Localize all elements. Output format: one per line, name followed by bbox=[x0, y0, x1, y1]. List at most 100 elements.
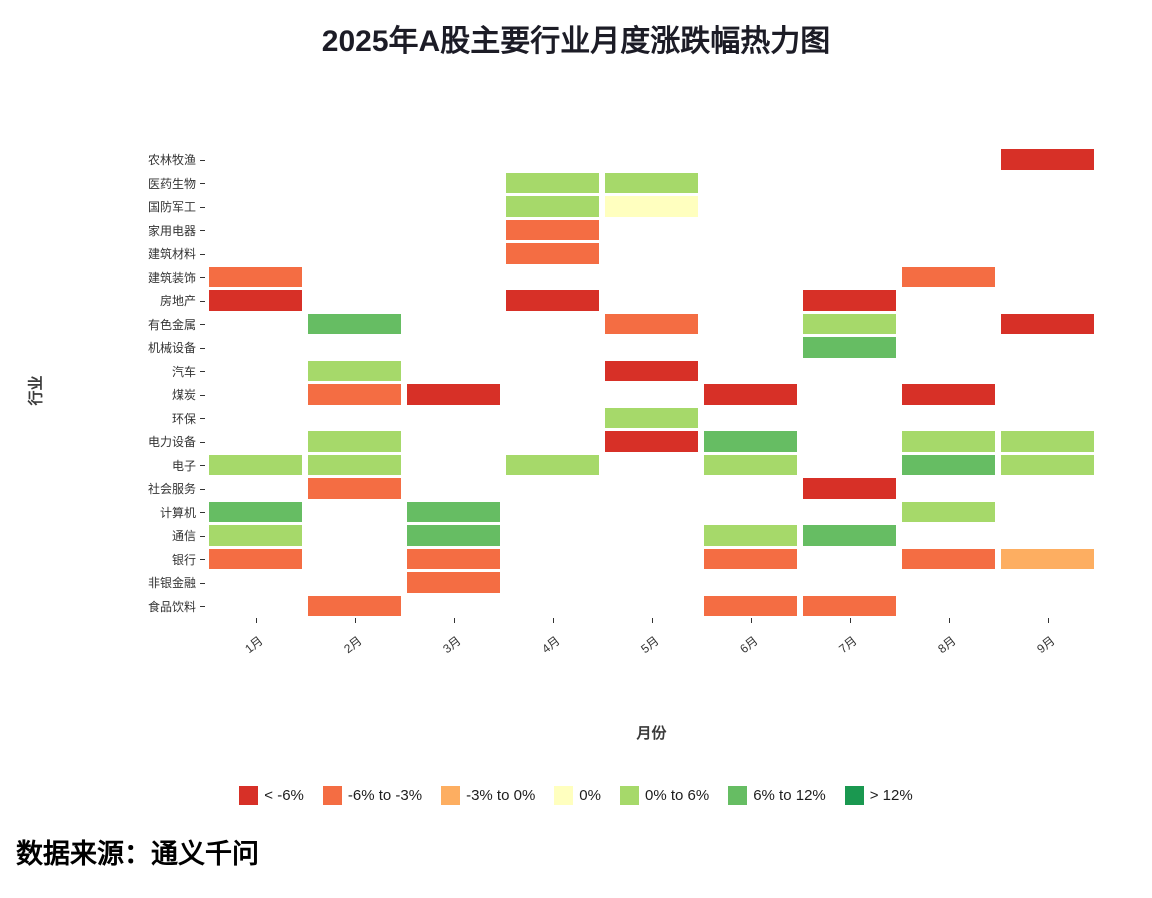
heatmap-cell-fill bbox=[803, 478, 896, 499]
legend-item[interactable]: -6% to -3% bbox=[322, 786, 422, 805]
heatmap-cell[interactable] bbox=[899, 383, 998, 407]
heatmap-cell bbox=[305, 501, 404, 525]
heatmap-cell[interactable] bbox=[998, 148, 1097, 172]
heatmap-cell[interactable] bbox=[305, 477, 404, 501]
heatmap-cell[interactable] bbox=[800, 289, 899, 313]
y-axis-tick bbox=[200, 230, 205, 232]
x-axis-title: 月份 bbox=[636, 725, 667, 742]
heatmap-cell bbox=[503, 430, 602, 454]
heatmap-cell[interactable] bbox=[404, 524, 503, 548]
heatmap-cell[interactable] bbox=[602, 313, 701, 337]
heatmap-cell[interactable] bbox=[800, 336, 899, 360]
heatmap-cell bbox=[602, 289, 701, 313]
heatmap-cell[interactable] bbox=[206, 501, 305, 525]
heatmap-cell[interactable] bbox=[503, 289, 602, 313]
heatmap-cell bbox=[899, 595, 998, 619]
heatmap-cell[interactable] bbox=[602, 360, 701, 384]
x-axis-tick bbox=[948, 618, 950, 623]
heatmap-cell bbox=[701, 360, 800, 384]
heatmap-cell[interactable] bbox=[701, 595, 800, 619]
legend-item[interactable]: > 12% bbox=[844, 786, 913, 805]
heatmap-cell[interactable] bbox=[404, 548, 503, 572]
heatmap-cell[interactable] bbox=[701, 383, 800, 407]
legend-item[interactable]: < -6% bbox=[239, 786, 304, 805]
heatmap-cell[interactable] bbox=[305, 454, 404, 478]
heatmap-cell[interactable] bbox=[701, 430, 800, 454]
heatmap-cell[interactable] bbox=[206, 266, 305, 290]
heatmap-cell[interactable] bbox=[503, 219, 602, 243]
heatmap-cell[interactable] bbox=[800, 477, 899, 501]
y-axis-tick-label: 建筑材料 bbox=[147, 247, 196, 262]
heatmap-cell bbox=[899, 289, 998, 313]
heatmap-cell[interactable] bbox=[206, 454, 305, 478]
heatmap-plot-area bbox=[206, 148, 1097, 618]
heatmap-cell[interactable] bbox=[602, 172, 701, 196]
heatmap-cell-fill bbox=[209, 501, 302, 522]
heatmap-cell[interactable] bbox=[305, 383, 404, 407]
heatmap-cell[interactable] bbox=[206, 524, 305, 548]
heatmap-cell-fill bbox=[209, 290, 302, 311]
heatmap-cell bbox=[800, 266, 899, 290]
legend-item[interactable]: -3% to 0% bbox=[441, 786, 535, 805]
x-axis-tick-label: 9月 bbox=[1034, 633, 1058, 657]
heatmap-cell[interactable] bbox=[899, 430, 998, 454]
heatmap-cell[interactable] bbox=[998, 548, 1097, 572]
heatmap-cell[interactable] bbox=[305, 595, 404, 619]
heatmap-cell[interactable] bbox=[503, 454, 602, 478]
legend-label: 0% bbox=[579, 787, 601, 804]
heatmap-cell[interactable] bbox=[404, 571, 503, 595]
heatmap-cell-fill bbox=[506, 172, 599, 193]
heatmap-cell-fill bbox=[902, 431, 995, 452]
heatmap-cell[interactable] bbox=[206, 289, 305, 313]
y-axis-tick bbox=[200, 277, 205, 279]
legend-label: 6% to 12% bbox=[753, 787, 826, 804]
heatmap-cell bbox=[503, 313, 602, 337]
heatmap-cell bbox=[404, 266, 503, 290]
heatmap-cell[interactable] bbox=[404, 501, 503, 525]
heatmap-cell bbox=[899, 313, 998, 337]
heatmap-cell[interactable] bbox=[998, 454, 1097, 478]
heatmap-cell[interactable] bbox=[305, 313, 404, 337]
heatmap-cell[interactable] bbox=[305, 360, 404, 384]
heatmap-cell[interactable] bbox=[503, 195, 602, 219]
heatmap-cell[interactable] bbox=[998, 313, 1097, 337]
heatmap-cell bbox=[701, 289, 800, 313]
y-axis-tick-label: 计算机 bbox=[159, 505, 196, 520]
y-axis-tick bbox=[200, 465, 205, 467]
legend-item[interactable]: 6% to 12% bbox=[728, 786, 826, 805]
heatmap-cell bbox=[701, 407, 800, 431]
heatmap-cell[interactable] bbox=[899, 454, 998, 478]
heatmap-cell[interactable] bbox=[899, 501, 998, 525]
heatmap-cell[interactable] bbox=[503, 172, 602, 196]
heatmap-cell[interactable] bbox=[701, 524, 800, 548]
heatmap-cell[interactable] bbox=[899, 548, 998, 572]
heatmap-cell bbox=[305, 266, 404, 290]
x-axis-tick bbox=[552, 618, 554, 623]
heatmap-cell-fill bbox=[1001, 313, 1094, 334]
heatmap-cell[interactable] bbox=[800, 313, 899, 337]
x-axis-tick-label: 8月 bbox=[935, 633, 959, 657]
heatmap-cell[interactable] bbox=[503, 242, 602, 266]
heatmap-cell[interactable] bbox=[602, 195, 701, 219]
heatmap-cell-fill bbox=[506, 219, 599, 240]
heatmap-cell[interactable] bbox=[701, 548, 800, 572]
heatmap-cell[interactable] bbox=[998, 430, 1097, 454]
heatmap-cell[interactable] bbox=[602, 430, 701, 454]
legend-item[interactable]: 0% bbox=[554, 786, 601, 805]
heatmap-cell[interactable] bbox=[800, 595, 899, 619]
heatmap-cell bbox=[206, 336, 305, 360]
heatmap-cell-fill bbox=[605, 360, 698, 381]
heatmap-cell[interactable] bbox=[602, 407, 701, 431]
legend-item[interactable]: 0% to 6% bbox=[619, 786, 709, 805]
heatmap-cell-fill bbox=[803, 595, 896, 616]
heatmap-cell[interactable] bbox=[800, 524, 899, 548]
heatmap-cell[interactable] bbox=[305, 430, 404, 454]
y-axis-tick bbox=[200, 535, 205, 537]
heatmap-cell[interactable] bbox=[206, 548, 305, 572]
heatmap-cell[interactable] bbox=[404, 383, 503, 407]
heatmap-cell[interactable] bbox=[899, 266, 998, 290]
heatmap-cell[interactable] bbox=[701, 454, 800, 478]
heatmap-cell-fill bbox=[605, 196, 698, 217]
y-axis-tick-label: 房地产 bbox=[159, 294, 196, 309]
heatmap-cell bbox=[305, 242, 404, 266]
